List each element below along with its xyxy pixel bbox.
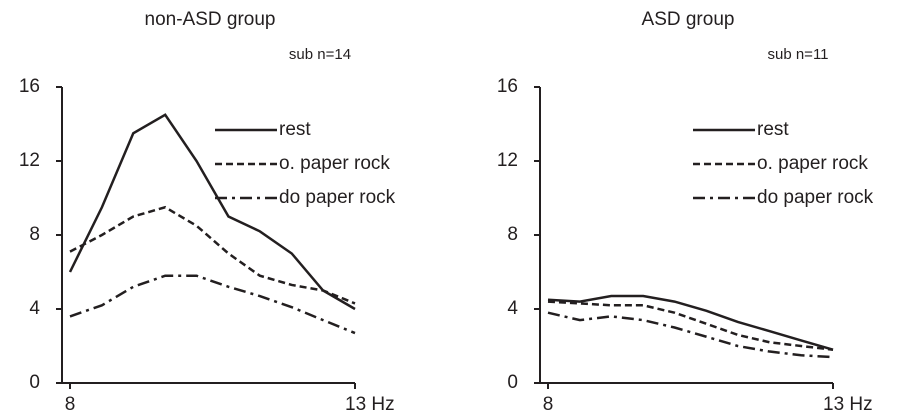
series-line bbox=[69, 205, 356, 305]
y-tick-label: 0 bbox=[507, 372, 518, 393]
series-line bbox=[547, 300, 834, 351]
legend-label: rest bbox=[757, 119, 789, 140]
x-tick-label: 13 Hz bbox=[345, 394, 395, 415]
y-tick-label: 4 bbox=[507, 298, 518, 319]
legend-label: o. paper rock bbox=[757, 153, 868, 174]
y-tick-label: 12 bbox=[497, 150, 518, 171]
y-tick-label: 16 bbox=[19, 76, 40, 97]
y-tick-label: 8 bbox=[507, 224, 518, 245]
series-line bbox=[68, 113, 356, 311]
y-tick-label: 4 bbox=[29, 298, 40, 319]
legend-label: o. paper rock bbox=[279, 153, 390, 174]
chart-subtitle: sub n=14 bbox=[289, 46, 351, 63]
legend-label: do paper rock bbox=[757, 187, 874, 208]
y-tick-label: 16 bbox=[497, 76, 518, 97]
series-line bbox=[547, 294, 834, 351]
chart-title: ASD group bbox=[642, 9, 735, 30]
series-line bbox=[547, 311, 834, 359]
legend-label: rest bbox=[279, 119, 311, 140]
y-tick-label: 8 bbox=[29, 224, 40, 245]
x-tick-label: 8 bbox=[65, 394, 76, 415]
chart-subtitle: sub n=11 bbox=[767, 46, 828, 63]
chart-title: non-ASD group bbox=[145, 9, 276, 30]
legend-label: do paper rock bbox=[279, 187, 396, 208]
x-tick-label: 13 Hz bbox=[823, 394, 873, 415]
y-tick-label: 0 bbox=[29, 372, 40, 393]
y-tick-label: 12 bbox=[19, 150, 40, 171]
x-tick-label: 8 bbox=[543, 394, 554, 415]
series-line bbox=[69, 274, 356, 335]
